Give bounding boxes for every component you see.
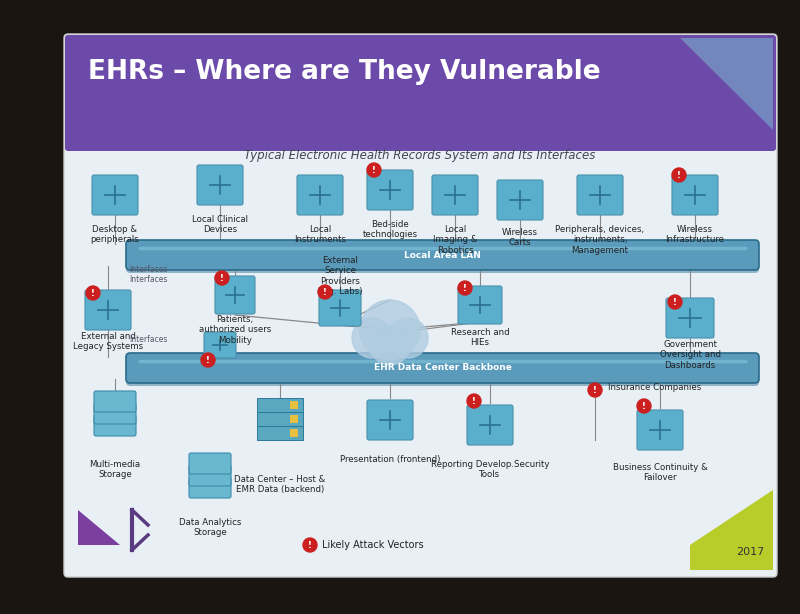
Text: Likely Attack Vectors: Likely Attack Vectors — [322, 540, 424, 550]
FancyBboxPatch shape — [126, 353, 759, 383]
FancyBboxPatch shape — [497, 180, 543, 220]
Text: Presentation (frontend): Presentation (frontend) — [340, 455, 440, 464]
FancyBboxPatch shape — [94, 403, 136, 424]
Polygon shape — [680, 38, 773, 130]
Circle shape — [86, 286, 100, 300]
FancyBboxPatch shape — [367, 400, 413, 440]
Circle shape — [303, 538, 317, 552]
FancyBboxPatch shape — [467, 405, 513, 445]
Text: !: ! — [463, 284, 467, 293]
Text: Bed-side
technologies: Bed-side technologies — [362, 220, 418, 239]
Text: !: ! — [323, 288, 327, 297]
Circle shape — [458, 281, 472, 295]
FancyBboxPatch shape — [319, 290, 361, 326]
Polygon shape — [78, 510, 120, 545]
Text: !: ! — [472, 397, 476, 406]
FancyBboxPatch shape — [215, 276, 255, 314]
Text: Business Continuity &
Failover: Business Continuity & Failover — [613, 463, 707, 483]
FancyBboxPatch shape — [94, 415, 136, 436]
Text: Reporting Develop.Security
Tools: Reporting Develop.Security Tools — [430, 460, 550, 480]
Bar — [290, 415, 298, 423]
Text: Research and
HIEs: Research and HIEs — [450, 328, 510, 348]
FancyBboxPatch shape — [367, 170, 413, 210]
Circle shape — [367, 163, 381, 177]
Text: Interfaces: Interfaces — [129, 265, 167, 273]
FancyBboxPatch shape — [94, 391, 136, 412]
FancyBboxPatch shape — [126, 243, 759, 273]
Bar — [290, 401, 298, 409]
Text: Local Clinical
Devices: Local Clinical Devices — [192, 215, 248, 235]
FancyBboxPatch shape — [458, 286, 502, 324]
Circle shape — [588, 383, 602, 397]
Text: Government
Oversight and
Dashboards: Government Oversight and Dashboards — [659, 340, 721, 370]
Circle shape — [637, 399, 651, 413]
Text: !: ! — [372, 166, 376, 175]
FancyBboxPatch shape — [64, 34, 777, 577]
Text: 2017: 2017 — [736, 547, 764, 557]
Circle shape — [352, 318, 392, 358]
Text: EHR Data Center Backbone: EHR Data Center Backbone — [374, 363, 511, 373]
Text: Patients,
authorized users
Mobility: Patients, authorized users Mobility — [199, 315, 271, 345]
FancyBboxPatch shape — [197, 165, 243, 205]
FancyBboxPatch shape — [432, 175, 478, 215]
FancyBboxPatch shape — [577, 175, 623, 215]
Text: !: ! — [308, 541, 312, 550]
Circle shape — [370, 325, 410, 365]
FancyBboxPatch shape — [65, 35, 776, 151]
FancyBboxPatch shape — [297, 175, 343, 215]
FancyBboxPatch shape — [92, 175, 138, 215]
Text: Typical Electronic Health Records System and Its Interfaces: Typical Electronic Health Records System… — [244, 149, 596, 161]
FancyBboxPatch shape — [189, 453, 231, 474]
FancyBboxPatch shape — [257, 412, 303, 426]
Text: Local
Imaging &
Robotics: Local Imaging & Robotics — [433, 225, 477, 255]
Polygon shape — [690, 490, 773, 570]
FancyBboxPatch shape — [637, 410, 683, 450]
Text: Local Area LAN: Local Area LAN — [404, 251, 481, 260]
Text: !: ! — [677, 171, 681, 180]
FancyBboxPatch shape — [257, 398, 303, 412]
Text: !: ! — [593, 386, 597, 395]
Circle shape — [388, 318, 428, 358]
Text: EHRs – Where are They Vulnerable: EHRs – Where are They Vulnerable — [88, 59, 601, 85]
FancyBboxPatch shape — [189, 465, 231, 486]
Text: Desktop &
peripherals: Desktop & peripherals — [90, 225, 139, 244]
FancyBboxPatch shape — [666, 298, 714, 338]
FancyBboxPatch shape — [257, 426, 303, 440]
Circle shape — [215, 271, 229, 285]
Text: !: ! — [220, 274, 224, 283]
Circle shape — [360, 300, 420, 360]
Text: External
Service
Providers
(e.g. Labs): External Service Providers (e.g. Labs) — [318, 256, 362, 296]
Text: Multi-media
Storage: Multi-media Storage — [90, 460, 141, 480]
Circle shape — [318, 285, 332, 299]
Text: !: ! — [91, 289, 95, 298]
FancyBboxPatch shape — [126, 356, 759, 386]
Text: Insurance Companies: Insurance Companies — [608, 383, 702, 392]
Circle shape — [672, 168, 686, 182]
Text: !: ! — [642, 402, 646, 411]
Circle shape — [467, 394, 481, 408]
Text: External and
Legacy Systems: External and Legacy Systems — [73, 332, 143, 351]
FancyBboxPatch shape — [672, 175, 718, 215]
Circle shape — [201, 353, 215, 367]
Text: Interfaces: Interfaces — [129, 276, 167, 284]
Text: !: ! — [673, 298, 677, 307]
Text: Local
Instruments: Local Instruments — [294, 225, 346, 244]
FancyBboxPatch shape — [204, 332, 236, 358]
FancyBboxPatch shape — [189, 477, 231, 498]
Bar — [290, 429, 298, 437]
Text: Wireless
Infrastructure: Wireless Infrastructure — [666, 225, 725, 244]
FancyBboxPatch shape — [126, 240, 759, 270]
FancyBboxPatch shape — [85, 290, 131, 330]
Circle shape — [668, 295, 682, 309]
Text: Data Analytics
Storage: Data Analytics Storage — [179, 518, 241, 537]
Text: Peripherals, devices,
instruments,
Management: Peripherals, devices, instruments, Manag… — [555, 225, 645, 255]
Text: !: ! — [206, 356, 210, 365]
Text: Wireless
Carts: Wireless Carts — [502, 228, 538, 247]
Text: Data Center – Host &
EMR Data (backend): Data Center – Host & EMR Data (backend) — [234, 475, 326, 494]
Text: Interfaces: Interfaces — [129, 335, 167, 344]
